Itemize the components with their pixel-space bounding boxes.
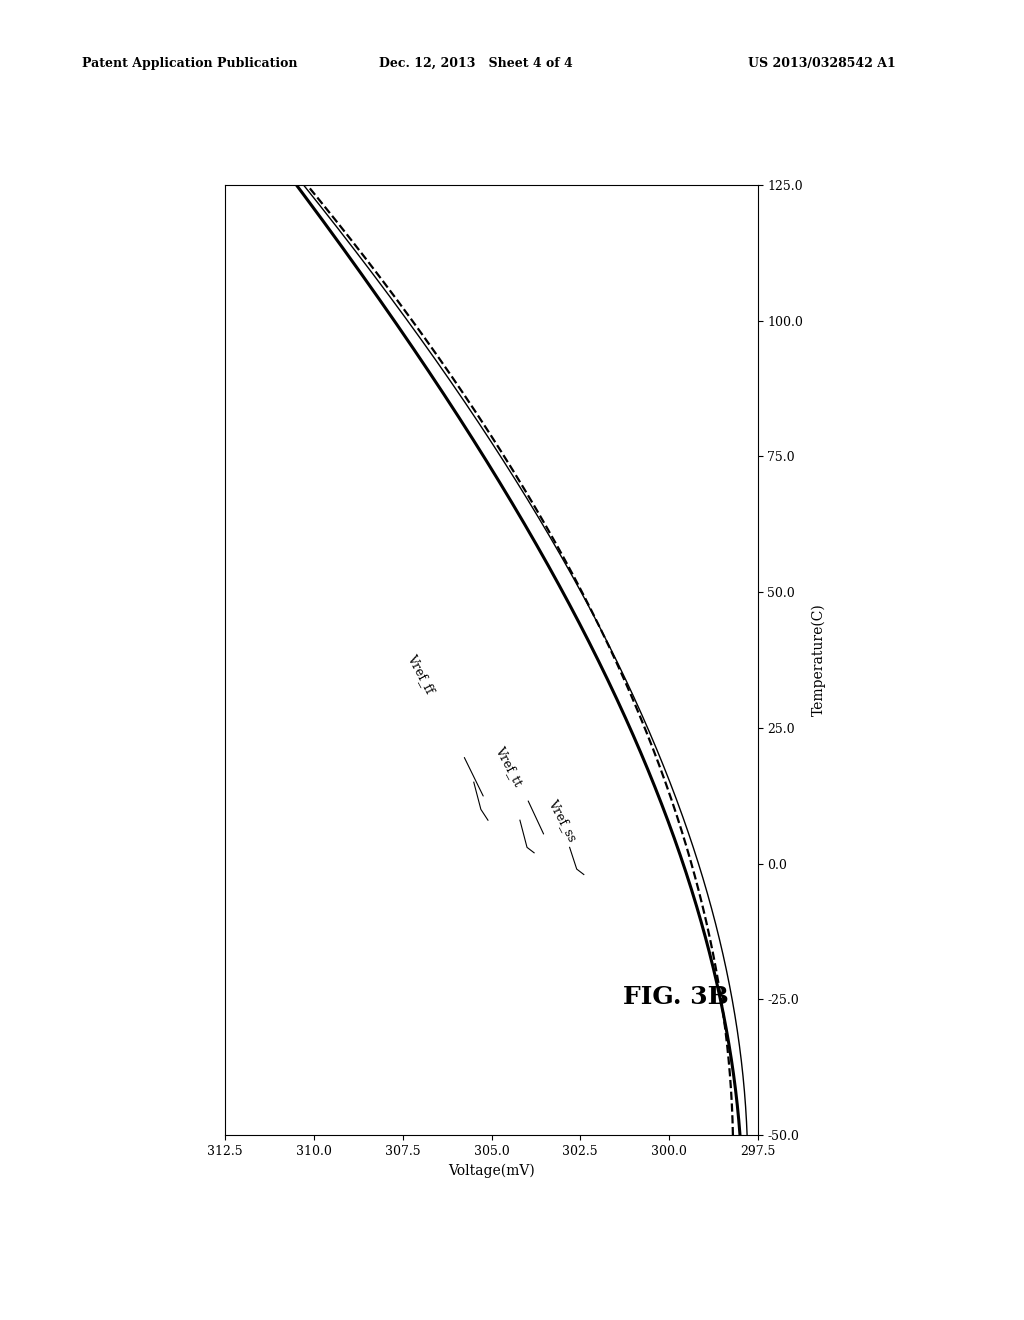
Text: Vref_ss: Vref_ss: [546, 797, 579, 843]
Text: Vref_ff: Vref_ff: [404, 652, 436, 696]
Text: FIG. 3B: FIG. 3B: [623, 985, 729, 1008]
Text: US 2013/0328542 A1: US 2013/0328542 A1: [748, 57, 895, 70]
Text: Dec. 12, 2013   Sheet 4 of 4: Dec. 12, 2013 Sheet 4 of 4: [379, 57, 572, 70]
Text: Vref_tt: Vref_tt: [494, 743, 525, 788]
Text: Patent Application Publication: Patent Application Publication: [82, 57, 297, 70]
X-axis label: Voltage(mV): Voltage(mV): [449, 1163, 535, 1177]
Y-axis label: Temperature(C): Temperature(C): [812, 603, 826, 717]
